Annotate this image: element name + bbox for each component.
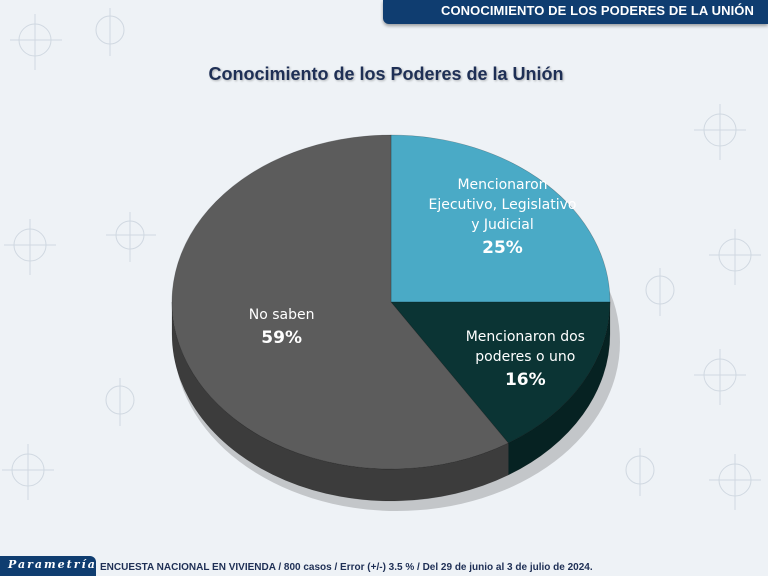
- slice-value-label: 25%: [482, 238, 523, 259]
- slice-value-label: 16%: [504, 369, 546, 390]
- pie-slice-2: [171, 134, 509, 470]
- slice-label-text: Mencionaron Ejecutivo, Legislativo y Jud…: [428, 177, 577, 234]
- chart-title: Conocimiento de los Poderes de la Unión: [208, 64, 564, 84]
- footer-brand-bar: Parametría: [0, 556, 96, 576]
- pie-slice-1: [390, 301, 611, 444]
- footer-brand: Parametría: [8, 558, 97, 571]
- slice-label-1: Mencionaron dos poderes o uno 16%: [450, 327, 600, 390]
- pie-slice-0: [390, 134, 611, 303]
- slice-value-label: 59%: [261, 327, 302, 348]
- slice-label-text: Mencionaron dos poderes o uno: [465, 328, 585, 365]
- header-bar: CONOCIMIENTO DE LOS PODERES DE LA UNIÓN: [383, 0, 768, 24]
- slice-label-2: No saben 59%: [172, 305, 392, 348]
- slice-label-0: Mencionaron Ejecutivo, Legislativo y Jud…: [422, 175, 582, 258]
- footer-note: ENCUESTA NACIONAL EN VIVIENDA / 800 caso…: [100, 562, 593, 573]
- slice-label-text: No saben: [248, 306, 315, 323]
- header-title: CONOCIMIENTO DE LOS PODERES DE LA UNIÓN: [440, 3, 754, 18]
